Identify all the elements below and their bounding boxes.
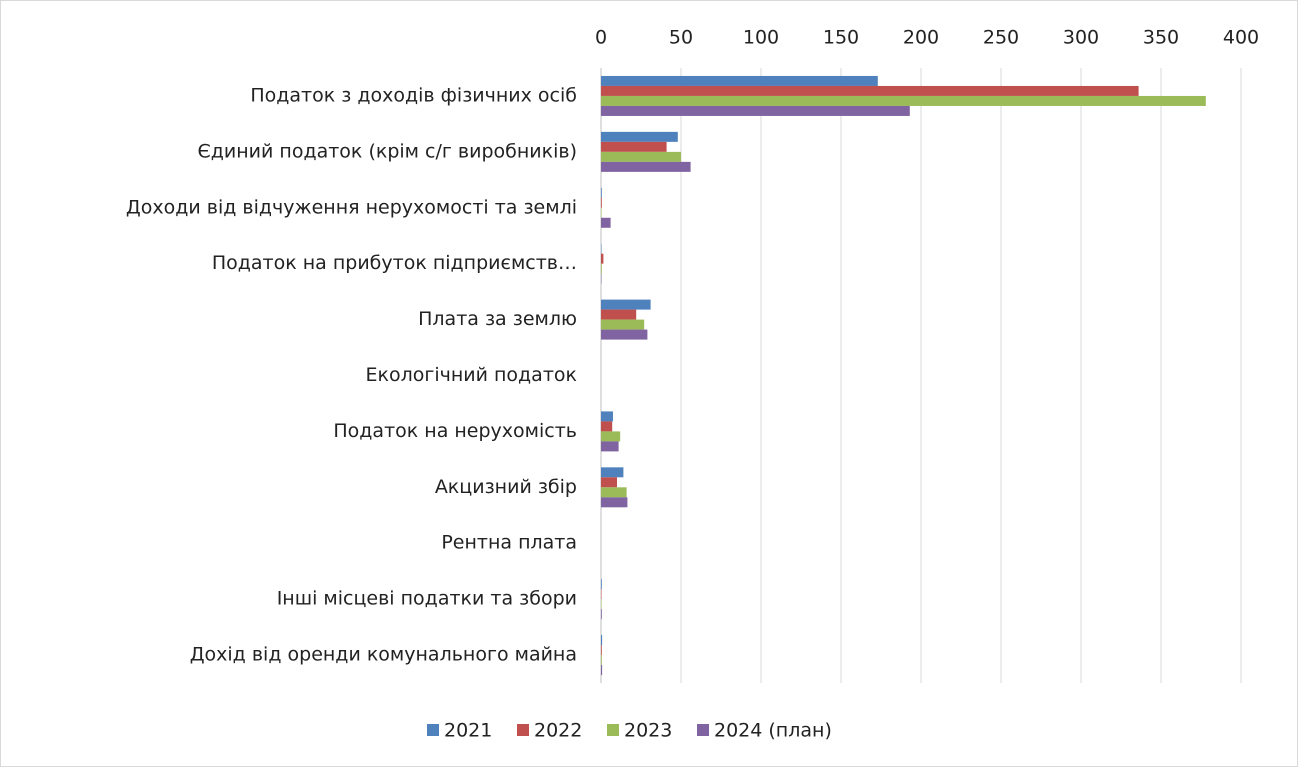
legend-swatch	[607, 724, 619, 736]
x-tick-label: 200	[903, 27, 939, 49]
bar	[601, 421, 613, 432]
bar	[601, 411, 613, 422]
y-tick-label: Податок на нерухомість	[333, 420, 577, 442]
bar	[601, 487, 627, 498]
y-tick-label: Екологічний податок	[365, 364, 577, 386]
bar	[601, 95, 1206, 106]
bar	[601, 665, 603, 676]
bar	[601, 441, 619, 452]
bar	[601, 309, 637, 320]
bar	[601, 655, 602, 666]
legend-label: 2023	[624, 720, 672, 742]
x-tick-label: 50	[669, 27, 693, 49]
x-tick-label: 300	[1063, 27, 1099, 49]
bar	[601, 329, 648, 340]
bar	[601, 253, 604, 264]
bar	[601, 161, 691, 172]
y-tick-label: Плата за землю	[418, 308, 577, 330]
bar	[601, 299, 651, 310]
bar	[601, 141, 667, 152]
bar	[601, 467, 624, 478]
legend-label: 2022	[534, 720, 582, 742]
y-tick-label: Податок з доходів фізичних осіб	[250, 84, 577, 106]
bar	[601, 497, 628, 508]
bar	[601, 187, 602, 198]
bar	[601, 85, 1139, 96]
bar	[601, 105, 910, 116]
legend-swatch	[697, 724, 709, 736]
bar	[601, 197, 602, 208]
bar	[601, 609, 602, 620]
legend-swatch	[427, 724, 439, 736]
legend-swatch	[517, 724, 529, 736]
y-tick-label: Рентна плата	[441, 532, 577, 554]
bar	[601, 217, 611, 228]
y-tick-label: Інші місцеві податки та збори	[277, 588, 577, 610]
x-tick-label: 350	[1143, 27, 1179, 49]
bar	[601, 477, 617, 488]
x-tick-label: 150	[823, 27, 859, 49]
bar	[601, 75, 878, 86]
bar	[601, 645, 602, 656]
y-tick-label: Акцизний збір	[435, 476, 577, 498]
x-tick-label: 100	[743, 27, 779, 49]
bar	[601, 151, 681, 162]
legend-label: 2024 (план)	[714, 720, 832, 742]
y-tick-label: Дохід від оренди комунального майна	[190, 644, 577, 666]
bar	[601, 263, 602, 274]
x-tick-label: 0	[595, 27, 607, 49]
x-tick-label: 250	[983, 27, 1019, 49]
y-tick-label: Єдиний податок (крім с/г виробників)	[198, 140, 578, 162]
legend-label: 2021	[444, 720, 492, 742]
bar	[601, 635, 603, 646]
bar	[601, 131, 678, 142]
bar	[601, 431, 621, 442]
y-tick-label: Податок на прибуток підприємств…	[212, 252, 577, 274]
y-tick-label: Доходи від відчуження нерухомості та зем…	[126, 196, 577, 218]
bar	[601, 319, 645, 330]
x-tick-label: 400	[1223, 27, 1259, 49]
bar	[601, 579, 602, 590]
